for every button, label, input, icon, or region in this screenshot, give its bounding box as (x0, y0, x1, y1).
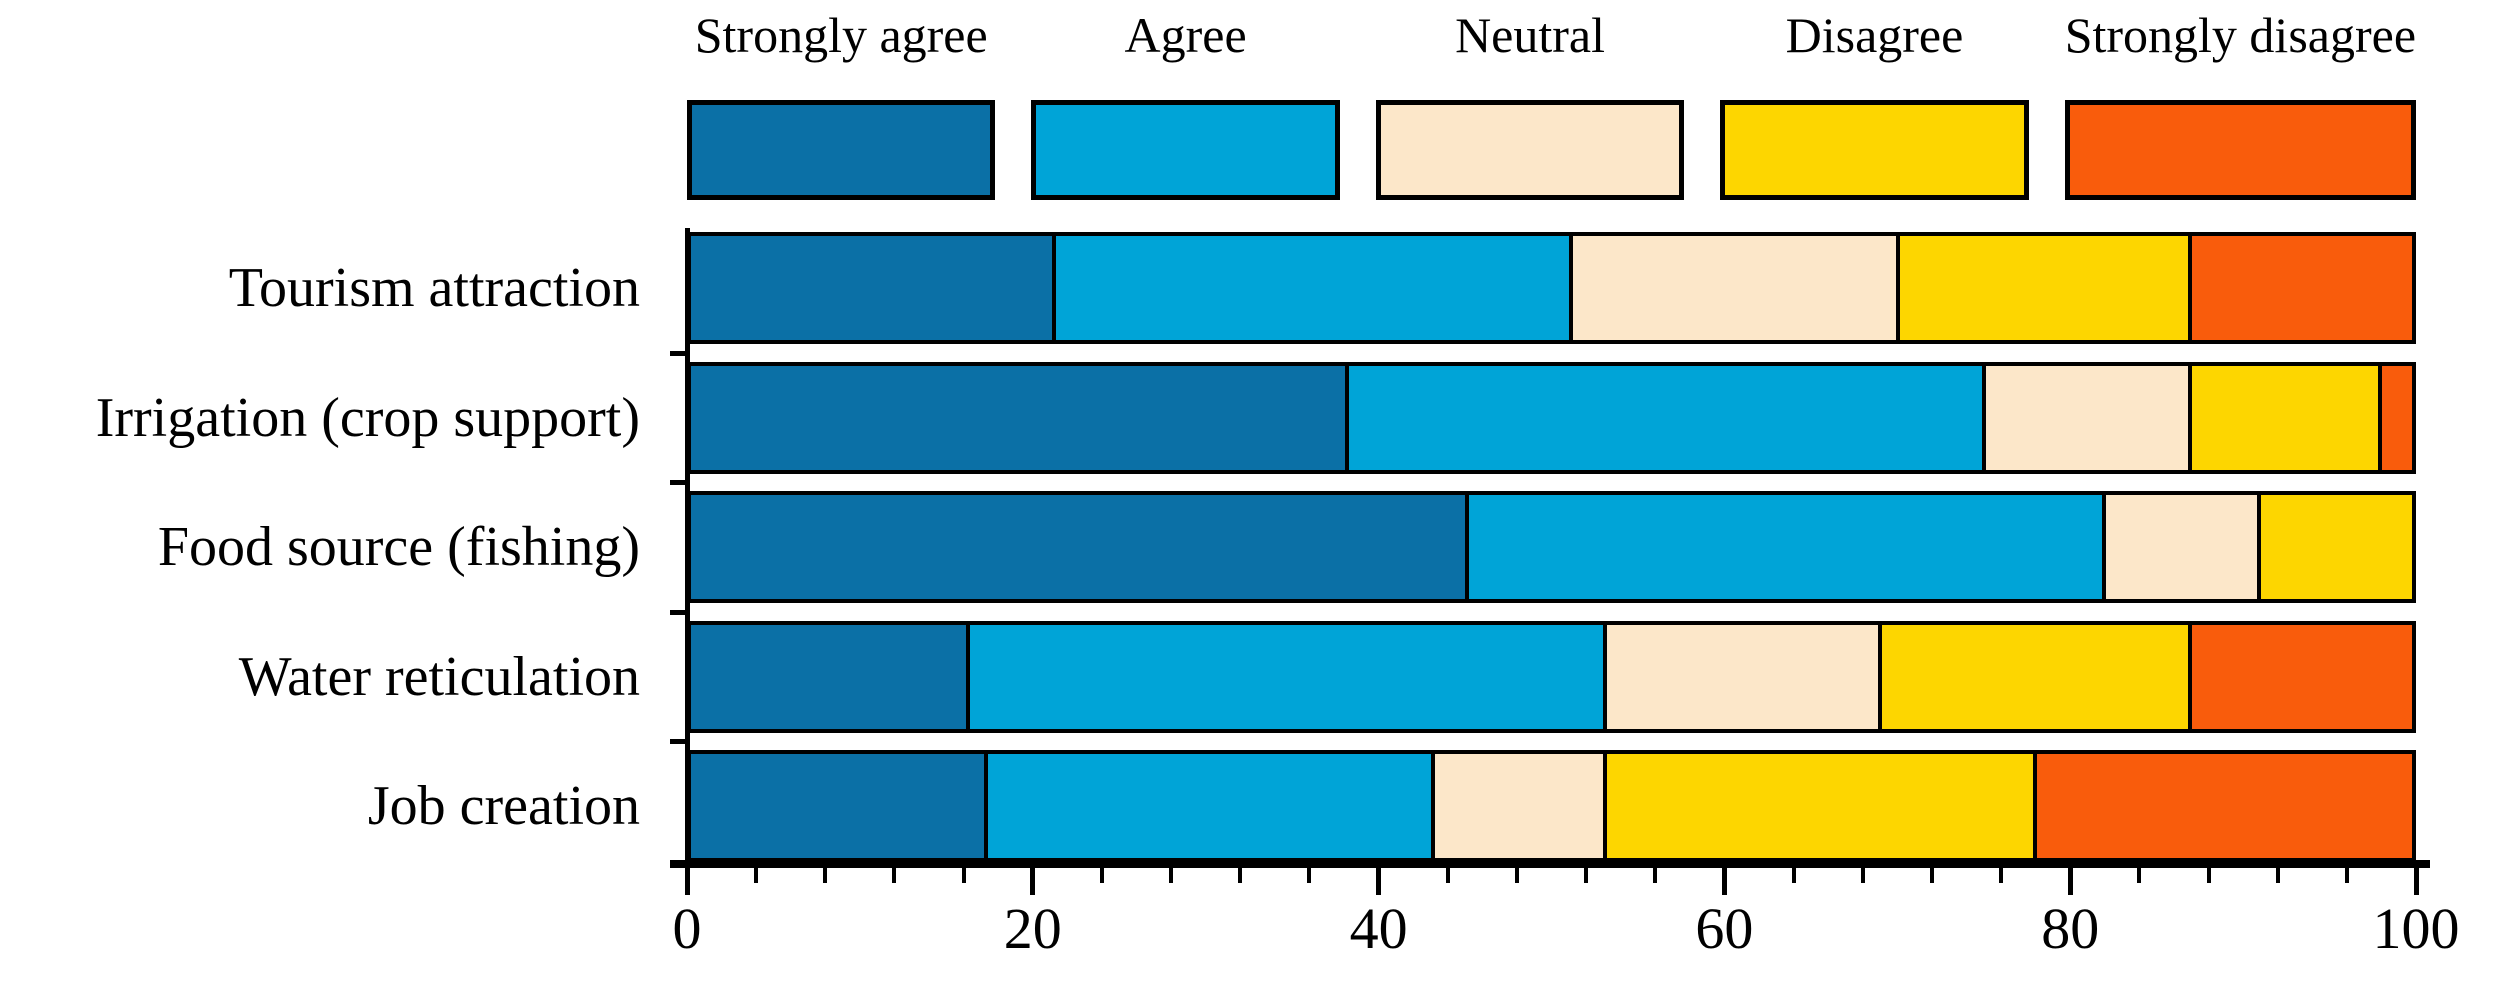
x-axis-minor-tick (1929, 868, 1934, 883)
bar-segment (2377, 365, 2412, 470)
bar-segment (2188, 624, 2412, 729)
x-axis-tick-label: 0 (672, 896, 702, 961)
x-axis-major-tick (1376, 868, 1382, 895)
bar-segment (1431, 754, 1604, 858)
y-axis-tick (670, 350, 687, 356)
bar-segment (2033, 754, 2412, 858)
x-axis-minor-tick (961, 868, 966, 883)
x-axis-tick-label: 60 (1695, 896, 1754, 961)
bar-segment (2188, 365, 2378, 470)
x-axis-minor-tick (1238, 868, 1243, 883)
x-axis-minor-tick (754, 868, 759, 883)
y-axis-tick (670, 609, 687, 615)
category-label: Irrigation (crop support) (95, 386, 640, 449)
bar-segment (2188, 236, 2412, 340)
bar-segment (1465, 495, 2103, 599)
legend-label: Strongly agree (694, 7, 988, 63)
x-axis-minor-tick (1169, 868, 1174, 883)
x-axis-minor-tick (1307, 868, 1312, 883)
bar-segment (691, 624, 967, 729)
legend-label: Agree (1124, 7, 1247, 63)
bar-segment (1568, 236, 1896, 340)
bar-segment (1603, 754, 2034, 858)
y-axis-tick (670, 739, 687, 745)
bar-row-2 (687, 491, 2416, 603)
category-label: Tourism attraction (228, 257, 640, 319)
x-axis-minor-tick (1514, 868, 1519, 883)
x-axis-minor-tick (2137, 868, 2142, 883)
bar-segment (1878, 624, 2189, 729)
bar-segment (1052, 236, 1569, 340)
legend-label: Strongly disagree (2064, 7, 2417, 63)
x-axis-minor-tick (2206, 868, 2211, 883)
bar-segment (2257, 495, 2412, 599)
plot-area (687, 232, 2416, 863)
x-axis-line (670, 860, 2430, 868)
bar-segment (691, 495, 1466, 599)
x-axis-minor-tick (1584, 868, 1589, 883)
bar-segment (691, 236, 1053, 340)
bar-segment (691, 754, 984, 858)
bar-segment (983, 754, 1432, 858)
x-axis-tick-label: 40 (1349, 896, 1408, 961)
x-axis-minor-tick (2275, 868, 2280, 883)
legend-swatch-2 (1375, 100, 1685, 200)
legend-item-3: Disagree (1720, 6, 2029, 200)
x-axis-tick-label: 80 (2041, 896, 2100, 961)
bar-segment (1981, 365, 2189, 470)
legend-item-0: Strongly agree (687, 6, 996, 200)
x-axis-minor-tick (892, 868, 897, 883)
bar-segment (691, 365, 1345, 470)
category-label: Water reticulation (238, 645, 640, 708)
category-label: Job creation (367, 775, 640, 837)
legend-swatch-0 (687, 100, 996, 200)
bar-segment (966, 624, 1604, 729)
legend-swatch-1 (1031, 100, 1340, 200)
legend-label: Disagree (1785, 7, 1964, 63)
x-axis-major-tick (684, 868, 690, 895)
legend-item-1: Agree (1031, 6, 1340, 200)
bar-segment (1603, 624, 1879, 729)
x-axis-minor-tick (2344, 868, 2349, 883)
x-axis-minor-tick (1999, 868, 2004, 883)
legend-swatch-3 (1720, 100, 2029, 200)
legend-item-4: Strongly disagree (2064, 6, 2417, 200)
bar-row-1 (687, 361, 2416, 474)
bar-row-0 (687, 232, 2416, 344)
x-axis-minor-tick (1445, 868, 1450, 883)
bar-segment (1895, 236, 2189, 340)
x-axis-minor-tick (1791, 868, 1796, 883)
x-axis-major-tick (1030, 868, 1036, 895)
x-axis-major-tick (1721, 868, 1727, 895)
bar-segment (1344, 365, 1982, 470)
x-axis-major-tick (2067, 868, 2073, 895)
x-axis-minor-tick (1860, 868, 1865, 883)
y-axis-spine (685, 228, 690, 873)
bar-row-3 (687, 620, 2416, 733)
legend-label: Neutral (1455, 7, 1606, 63)
y-axis-tick (670, 480, 687, 486)
legend-swatch-4 (2064, 100, 2417, 200)
legend: Strongly agree Agree Neutral Disagree Strong… (687, 6, 2417, 200)
x-axis-minor-tick (823, 868, 828, 883)
x-axis-tick-label: 20 (1003, 896, 1062, 961)
category-label: Food source (fishing) (157, 516, 640, 578)
x-axis-minor-tick (1099, 868, 1104, 883)
x-axis-tick-label: 100 (2372, 896, 2460, 961)
legend-item-2: Neutral (1375, 6, 1685, 200)
x-axis-major-tick (2413, 868, 2419, 895)
x-axis-minor-tick (1653, 868, 1658, 883)
bar-segment (2102, 495, 2258, 599)
bar-row-4 (687, 750, 2416, 862)
